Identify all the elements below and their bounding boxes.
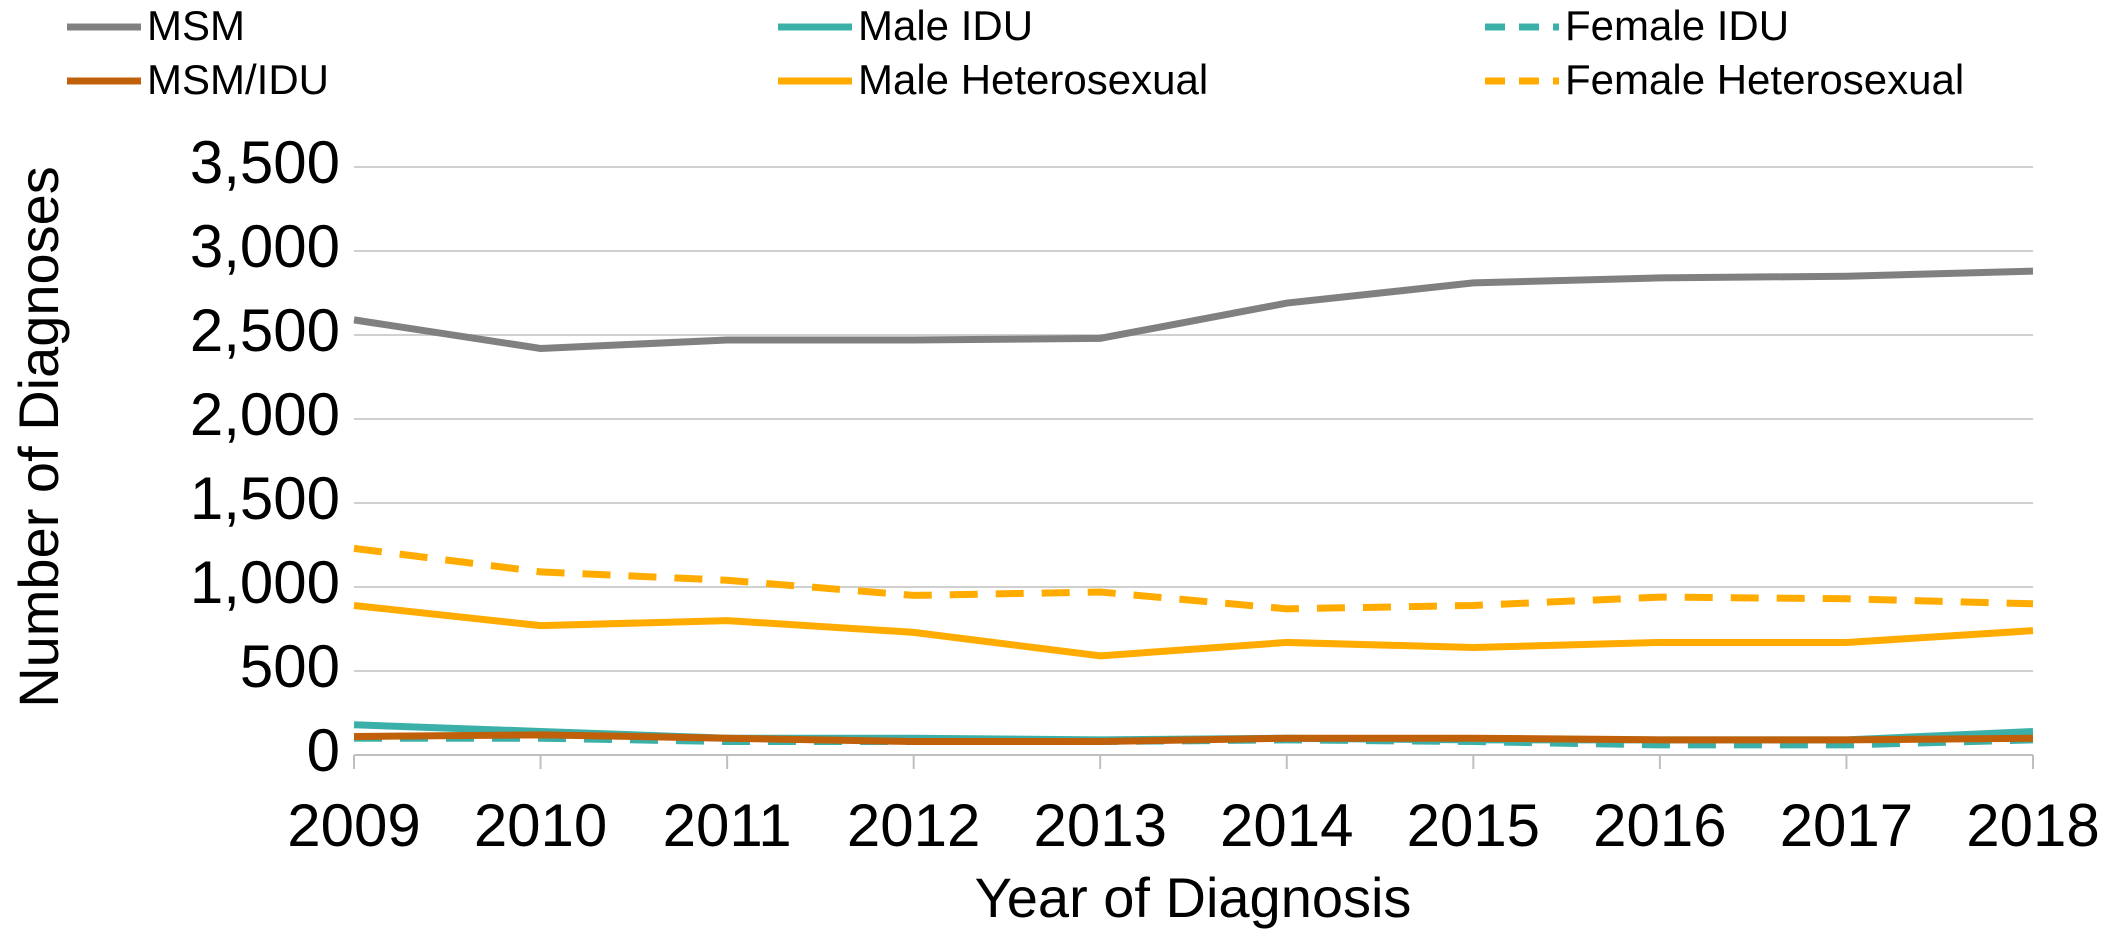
legend-label: MSM <box>147 2 245 49</box>
y-tick-label: 1,500 <box>190 465 340 532</box>
x-tick-label: 2016 <box>1593 792 1726 859</box>
x-axis-title: Year of Diagnosis <box>975 866 1412 929</box>
y-tick-label: 1,000 <box>190 549 340 616</box>
series-line <box>353 731 2034 746</box>
legend-label: Female Heterosexual <box>1565 56 1964 103</box>
x-tick-label: 2017 <box>1780 792 1913 859</box>
legend-label: Female IDU <box>1565 2 1789 49</box>
y-tick-label: 0 <box>307 717 340 784</box>
y-tick-label: 500 <box>240 633 340 700</box>
y-axis-title: Number of Diagnoses <box>7 166 70 708</box>
x-tick-label: 2012 <box>847 792 980 859</box>
series-line <box>353 544 2034 613</box>
legend-label: Male Heterosexual <box>858 56 1208 103</box>
y-tick-label: 2,000 <box>190 381 340 448</box>
x-tick-label: 2014 <box>1220 792 1353 859</box>
y-tick-label: 2,500 <box>190 297 340 364</box>
series-line <box>353 267 2034 352</box>
x-tick-label: 2011 <box>663 792 792 859</box>
x-tick-label: 2010 <box>474 792 607 859</box>
y-tick-label: 3,000 <box>190 213 340 280</box>
x-tick-label: 2009 <box>287 792 420 859</box>
x-tick-label: 2013 <box>1033 792 1166 859</box>
y-tick-label: 3,500 <box>190 129 340 196</box>
series-line <box>353 602 2034 660</box>
x-tick-label: 2015 <box>1407 792 1540 859</box>
legend-label: Male IDU <box>858 2 1033 49</box>
x-tick-label: 2018 <box>1966 792 2099 859</box>
legend-label: MSM/IDU <box>147 56 329 103</box>
